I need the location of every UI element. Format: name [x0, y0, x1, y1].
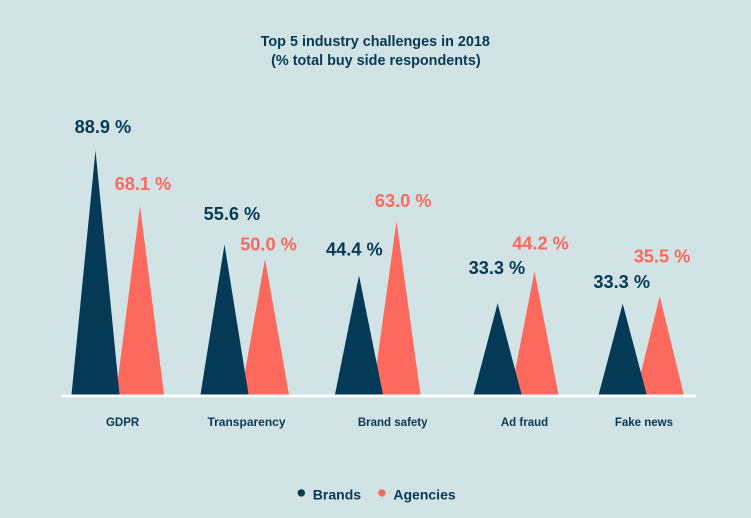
- svg-text:55.6 %: 55.6 %: [204, 204, 261, 224]
- svg-text:33.3 %: 33.3 %: [593, 272, 650, 292]
- svg-text:63.0 %: 63.0 %: [375, 191, 432, 211]
- svg-text:44.4 %: 44.4 %: [326, 239, 383, 259]
- svg-text:Fake news: Fake news: [615, 417, 673, 429]
- svg-text:33.3 %: 33.3 %: [469, 258, 526, 278]
- svg-text:88.9 %: 88.9 %: [75, 117, 132, 137]
- svg-text:Brand safety: Brand safety: [358, 417, 428, 429]
- svg-text:Agencies: Agencies: [393, 486, 455, 502]
- svg-text:(% total buy side respondents): (% total buy side respondents): [271, 53, 481, 69]
- svg-text:50.0 %: 50.0 %: [240, 235, 297, 255]
- svg-text:68.1 %: 68.1 %: [115, 174, 172, 194]
- svg-text:35.5 %: 35.5 %: [634, 247, 691, 267]
- svg-text:44.2 %: 44.2 %: [512, 233, 569, 253]
- svg-text:Top 5 industry challenges in 2: Top 5 industry challenges in 2018: [261, 34, 490, 50]
- svg-text:GDPR: GDPR: [106, 417, 140, 429]
- svg-text:Ad fraud: Ad fraud: [501, 417, 548, 429]
- svg-text:Brands: Brands: [313, 486, 361, 502]
- svg-text:Transparency: Transparency: [207, 415, 285, 429]
